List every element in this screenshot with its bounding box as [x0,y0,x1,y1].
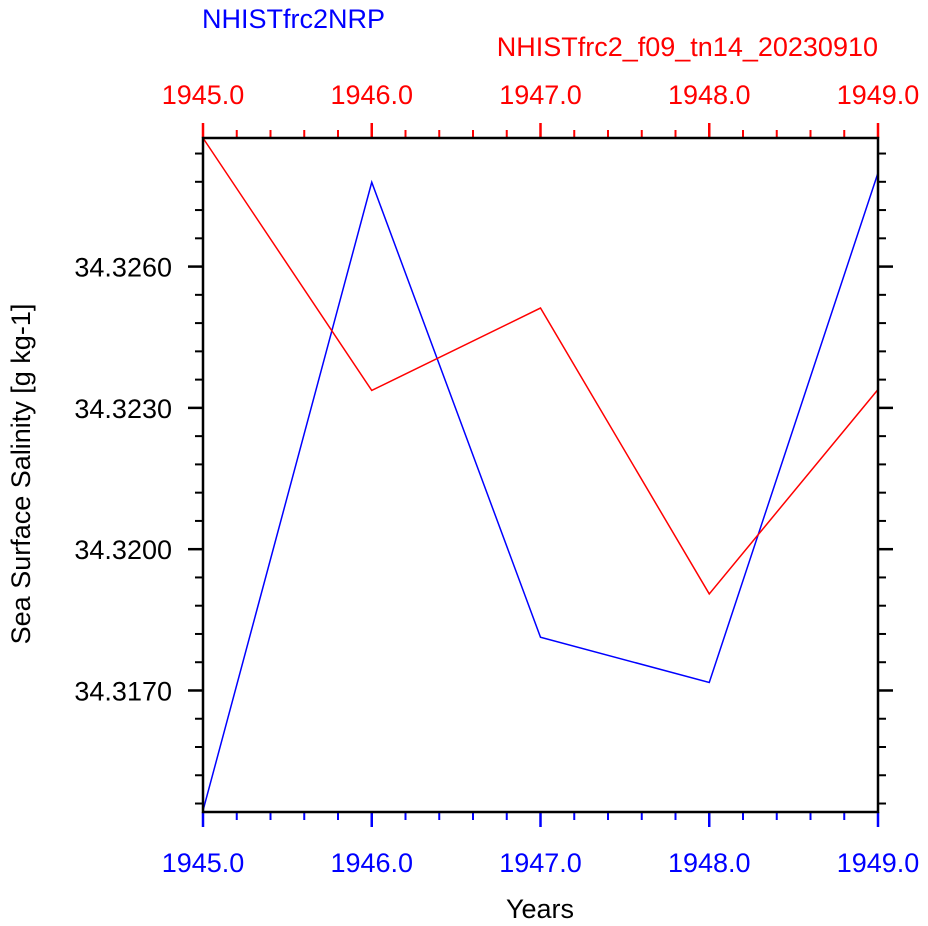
x-tick-label-bottom: 1945.0 [162,848,245,878]
series-line-blue [202,172,879,811]
x-tick-label-top: 1946.0 [330,80,413,110]
x-tick-label-bottom: 1946.0 [330,848,413,878]
series-layer [202,137,879,811]
x-tick-label-top: 1949.0 [837,80,920,110]
y-tick-label: 34.3230 [74,394,172,424]
x-tick-label-top: 1945.0 [162,80,245,110]
y-axis-label: Sea Surface Salinity [g kg-1] [6,304,36,645]
tick-labels-layer: 1945.0 1945.0 1946.0 1946.0 1947.0 1947.0 1948… [74,80,919,878]
x-tick-label-top: 1948.0 [668,80,751,110]
x-tick-label-bottom: 1949.0 [837,848,920,878]
title-right: NHISTfrc2_f09_tn14_20230910 [497,32,878,62]
y-tick-label: 34.3170 [74,676,172,706]
y-tick-label: 34.3200 [74,535,172,565]
x-tick-label-bottom: 1947.0 [499,848,582,878]
x-axis-label: Years [506,894,574,924]
ticks-layer [188,123,893,827]
title-left: NHISTfrc2NRP [202,4,385,34]
x-tick-label-bottom: 1948.0 [668,848,751,878]
plot-frame [201,136,880,814]
series-line-red [202,137,879,596]
x-tick-label-top: 1947.0 [499,80,582,110]
y-tick-label: 34.3260 [74,253,172,283]
